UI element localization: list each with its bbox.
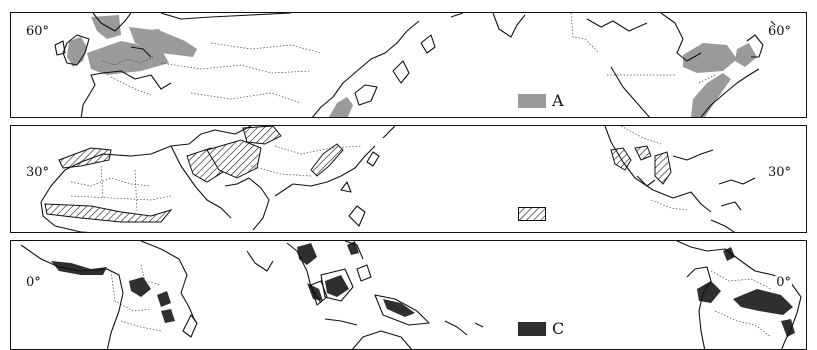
coastlines-c [20, 241, 802, 349]
zone-c-congo-1 [129, 277, 151, 297]
map-panel-c: 0° 0° C [10, 240, 807, 350]
map-panel-b: 30° 30° B [10, 125, 807, 233]
zone-c-amazon-1 [697, 281, 721, 303]
zone-a-us-east [691, 73, 731, 117]
legend-swatch-c [518, 322, 546, 336]
zone-a-central-europe [87, 41, 169, 75]
borders-b [70, 126, 688, 213]
zone-b-iran [206, 139, 262, 179]
legend-b: B [518, 207, 546, 223]
latitude-label-right: 30° [766, 165, 792, 180]
legend-label-c: C [552, 319, 565, 338]
latitude-label-left: 30° [25, 165, 51, 180]
latitude-label-left: 60° [25, 24, 51, 39]
zone-a-scandinavia [91, 15, 121, 39]
latitude-label-right: 60° [766, 24, 792, 39]
zone-a-japan-china [329, 97, 353, 117]
zone-b-china [310, 143, 344, 177]
zone-b-central-asia [242, 126, 282, 145]
borders-c [110, 264, 772, 338]
zone-b-mexico-2 [634, 145, 652, 161]
coastlines-a [54, 13, 792, 117]
legend-swatch-b [518, 207, 546, 221]
coastlines-b [40, 126, 756, 232]
zone-c-amazon-main [733, 289, 793, 315]
zone-c-new-guinea [383, 299, 415, 317]
latitude-label-left: 0° [25, 275, 42, 290]
zone-c-borneo [325, 275, 349, 297]
map-c-svg [20, 241, 802, 349]
zone-c-west-africa [51, 261, 107, 275]
zone-b-sahel [44, 203, 173, 223]
zone-a-baltic [139, 29, 165, 39]
latitude-label-right: 0° [775, 275, 792, 290]
legend-a: A [518, 93, 564, 109]
zone-b-north-africa [58, 147, 112, 169]
map-panel-a: 60° 60° A [10, 12, 807, 118]
zone-a-britain [67, 37, 87, 67]
zone-b-shapes [44, 126, 672, 223]
zone-c-malaysia [297, 243, 317, 265]
zone-c-east-africa [161, 309, 175, 323]
legend-swatch-a [518, 94, 546, 108]
zone-c-congo-2 [157, 291, 171, 307]
zone-a-new-england [735, 43, 757, 67]
zone-c-central-america [723, 247, 735, 261]
legend-label-a: A [552, 91, 564, 110]
zone-c-brazil-coast [781, 319, 795, 337]
map-b-svg [40, 126, 756, 232]
zone-a-shapes [67, 15, 757, 117]
borders-a [102, 13, 716, 104]
legend-c: C [518, 321, 564, 337]
zone-c-shapes [51, 241, 795, 337]
zone-b-mexico-3 [654, 151, 672, 185]
map-a-svg [54, 13, 792, 117]
zone-a-great-lakes [683, 43, 737, 73]
